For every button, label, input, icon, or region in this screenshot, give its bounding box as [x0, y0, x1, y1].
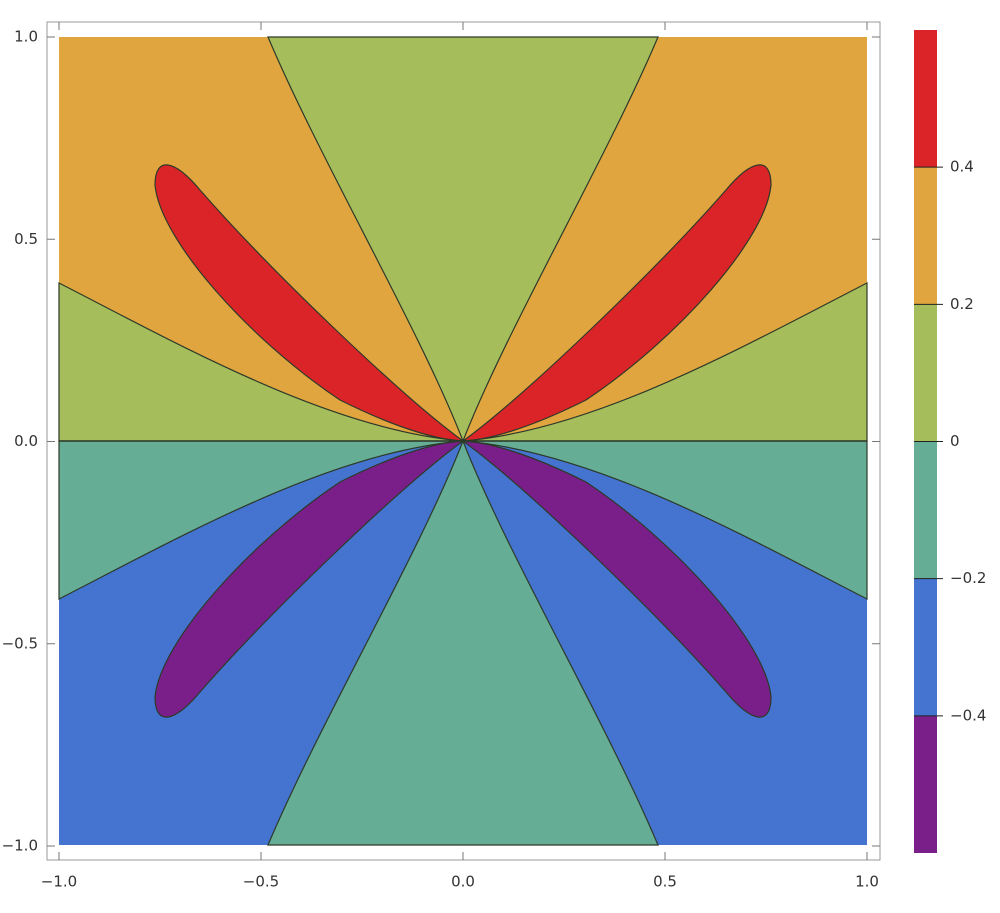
x-tick-label: −1.0 — [41, 873, 77, 891]
colorbar-label: 0.4 — [950, 158, 974, 176]
y-tick-label: −0.5 — [2, 634, 38, 652]
upper-half — [59, 37, 867, 441]
colorbar-band — [914, 441, 937, 579]
colorbar-band — [914, 167, 937, 305]
x-tick-label: 0.5 — [653, 873, 677, 891]
colorbar-label: 0 — [950, 432, 960, 450]
colorbar-label: −0.4 — [950, 706, 986, 724]
colorbar-band — [914, 30, 937, 168]
x-tick-label: 0.0 — [451, 873, 475, 891]
colorbar-band — [914, 304, 937, 442]
contour-regions — [58, 36, 868, 846]
y-tick-label: 0.0 — [14, 432, 38, 450]
y-tick-label: 1.0 — [14, 28, 38, 46]
y-tick-label: −1.0 — [2, 837, 38, 855]
y-tick-label: 0.5 — [14, 230, 38, 248]
x-tick-label: −0.5 — [243, 873, 279, 891]
colorbar-band — [914, 578, 937, 716]
colorbar-label: 0.2 — [950, 295, 974, 313]
colorbar-label: −0.2 — [950, 569, 986, 587]
lower-half — [59, 441, 867, 845]
colorbar-band — [914, 715, 937, 853]
x-tick-label: 1.0 — [855, 873, 879, 891]
contour-lines — [58, 36, 868, 846]
